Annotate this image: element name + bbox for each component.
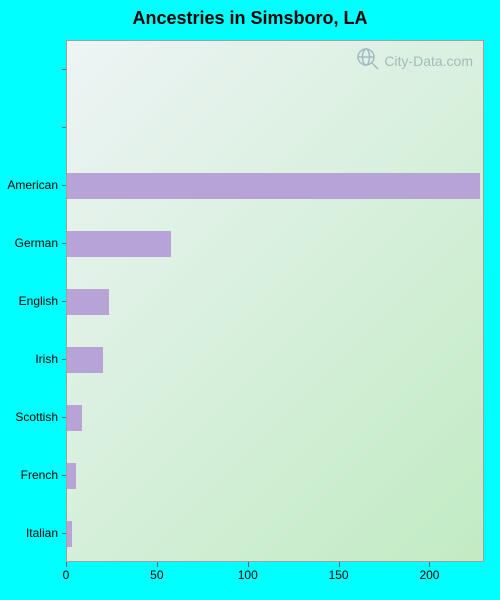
y-tick-mark xyxy=(62,185,66,186)
y-tick-mark xyxy=(62,533,66,534)
bar xyxy=(67,289,109,315)
y-tick-label: Irish xyxy=(0,352,58,366)
y-tick-label: English xyxy=(0,294,58,308)
y-tick-mark xyxy=(62,417,66,418)
y-tick-mark xyxy=(62,359,66,360)
watermark-text: City-Data.com xyxy=(384,53,473,69)
plot-area: City-Data.com xyxy=(66,40,484,562)
y-tick-label: French xyxy=(0,468,58,482)
y-tick-mark xyxy=(62,475,66,476)
bar xyxy=(67,173,480,199)
bar xyxy=(67,463,76,489)
x-tick-mark xyxy=(429,562,430,567)
x-tick-mark xyxy=(248,562,249,567)
bar xyxy=(67,231,171,257)
x-tick-label: 200 xyxy=(419,568,439,582)
y-tick-label: German xyxy=(0,236,58,250)
x-tick-label: 100 xyxy=(238,568,258,582)
x-tick-label: 50 xyxy=(150,568,163,582)
bar xyxy=(67,405,82,431)
x-tick-mark xyxy=(157,562,158,567)
chart-title: Ancestries in Simsboro, LA xyxy=(0,8,500,29)
bar xyxy=(67,347,103,373)
plot-background xyxy=(67,41,483,561)
x-tick-mark xyxy=(66,562,67,567)
chart-page: Ancestries in Simsboro, LA City-Data.com… xyxy=(0,0,500,600)
globe-magnifier-icon xyxy=(356,47,380,74)
x-tick-label: 150 xyxy=(329,568,349,582)
y-tick-label: Italian xyxy=(0,526,58,540)
y-tick-mark xyxy=(62,69,66,70)
y-tick-label: American xyxy=(0,178,58,192)
watermark: City-Data.com xyxy=(356,47,473,74)
y-tick-label: Scottish xyxy=(0,410,58,424)
y-tick-mark xyxy=(62,127,66,128)
x-tick-label: 0 xyxy=(63,568,70,582)
x-tick-mark xyxy=(339,562,340,567)
bar xyxy=(67,521,72,547)
y-tick-mark xyxy=(62,243,66,244)
y-tick-mark xyxy=(62,301,66,302)
